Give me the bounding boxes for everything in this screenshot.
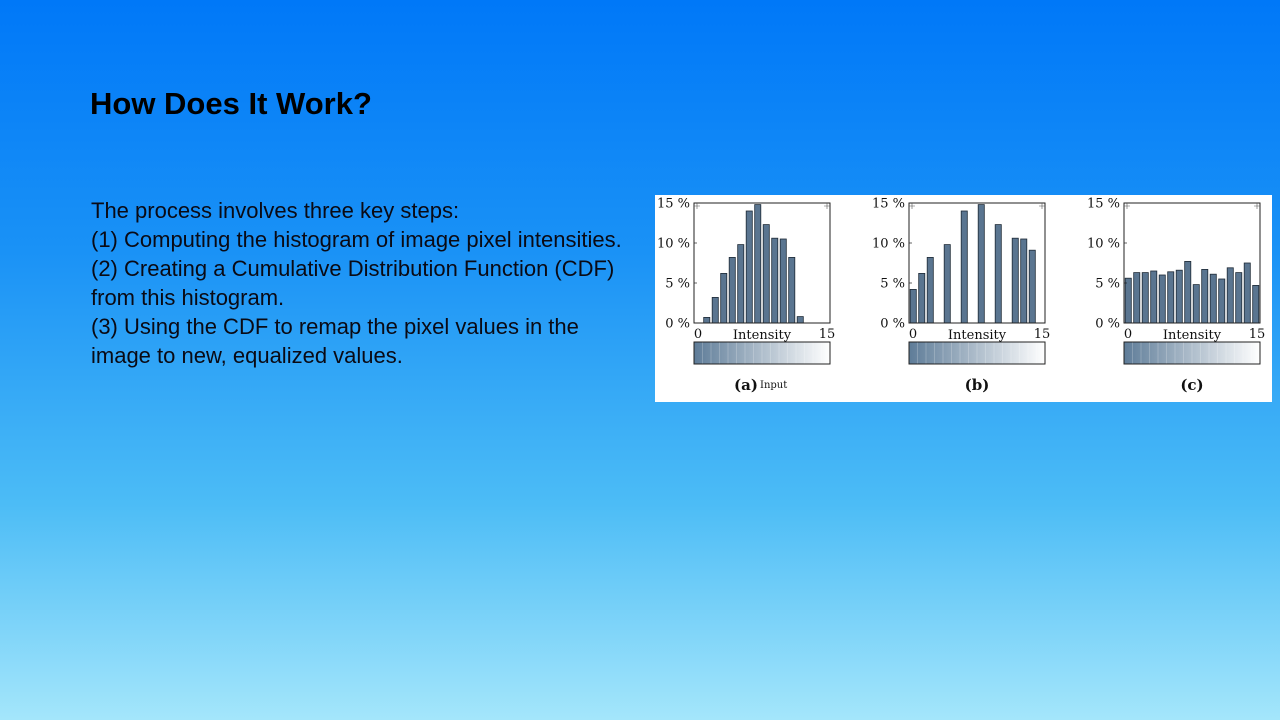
body-text: The process involves three key steps: (1… [91, 196, 631, 370]
y-tick-label: 5 % [1095, 277, 1120, 292]
gradient-bar-frame [1123, 341, 1261, 365]
body-line-step-2: (2) Creating a Cumulative Distribution F… [91, 256, 615, 310]
gradient-bar-frame [693, 341, 831, 365]
panel-caption: (a) [734, 376, 758, 394]
histogram-bar [737, 244, 745, 324]
histogram-bar [1124, 277, 1132, 324]
histogram-bar [1133, 272, 1141, 324]
plot-frame [908, 202, 1046, 324]
histogram-bar [943, 244, 951, 324]
x-tick-label: 15 [1034, 327, 1051, 342]
histogram-bar [1252, 285, 1260, 324]
corner-tick [824, 203, 830, 209]
intensity-gradient-bar [909, 342, 1045, 364]
histogram-bar [1028, 249, 1036, 324]
histogram-bar [703, 317, 711, 324]
histogram-figure-svg: 0 % 5 % 10 % 15 % 0 15 Intensity (a) Input 0 % 5 %… [657, 197, 1265, 395]
panel-caption-note: Input [760, 380, 787, 391]
histogram-bar [1226, 267, 1234, 324]
x-tick-label: 0 [909, 327, 917, 342]
histogram-bar [1167, 271, 1175, 324]
histogram-bar [1201, 269, 1209, 324]
histogram-bar [720, 273, 728, 324]
y-tick-label: 15 % [872, 197, 905, 212]
histogram-bar [1243, 262, 1251, 324]
y-tick-label: 0 % [665, 317, 690, 332]
body-line-intro: The process involves three key steps: [91, 198, 460, 223]
histogram-bar [909, 289, 917, 324]
slide-title: How Does It Work? [90, 86, 372, 121]
histogram-bar [960, 210, 968, 324]
x-tick-label: 15 [819, 327, 836, 342]
histogram-panel-1: 0 % 5 % 10 % 15 % 0 15 Intensity (a) Input [657, 197, 835, 395]
corner-tick [909, 203, 915, 209]
corner-tick [1039, 203, 1045, 209]
y-tick-label: 10 % [1087, 237, 1120, 252]
histogram-panel-3: 0 % 5 % 10 % 15 % 0 15 Intensity (c) [1087, 197, 1265, 395]
histogram-bar [1235, 272, 1243, 324]
panel-caption: (c) [1180, 376, 1203, 394]
body-line-step-3: (3) Using the CDF to remap the pixel val… [91, 314, 579, 368]
y-tick-label: 0 % [880, 317, 905, 332]
histogram-bar [1184, 261, 1192, 324]
y-tick-label: 5 % [880, 277, 905, 292]
histogram-figure: 0 % 5 % 10 % 15 % 0 15 Intensity (a) Input 0 % 5 %… [655, 195, 1272, 402]
histogram-bar [1141, 272, 1149, 324]
histogram-bar [918, 273, 926, 324]
x-axis-label: Intensity [733, 328, 792, 343]
body-line-step-1: (1) Computing the histogram of image pix… [91, 227, 622, 252]
histogram-bar [1218, 278, 1226, 324]
histogram-bar [796, 316, 804, 324]
x-tick-label: 15 [1249, 327, 1266, 342]
histogram-bar [994, 224, 1002, 324]
panel-caption: (b) [965, 376, 990, 394]
histogram-bar [771, 237, 779, 324]
histogram-bar [754, 204, 762, 324]
gradient-bar-frame [908, 341, 1046, 365]
corner-tick [1254, 203, 1260, 209]
intensity-gradient-bar [1124, 342, 1260, 364]
y-tick-label: 10 % [657, 237, 690, 252]
histogram-panel-2: 0 % 5 % 10 % 15 % 0 15 Intensity (b) [872, 197, 1050, 395]
y-tick-label: 15 % [1087, 197, 1120, 212]
histogram-bar [977, 204, 985, 324]
histogram-bar [745, 210, 753, 324]
histogram-bar [728, 257, 736, 324]
plot-frame [1123, 202, 1261, 324]
x-axis-label: Intensity [1163, 328, 1222, 343]
histogram-bar [762, 224, 770, 324]
corner-tick [694, 203, 700, 209]
y-tick-label: 15 % [657, 197, 690, 212]
histogram-bar [1158, 274, 1166, 324]
histogram-bar [926, 257, 934, 324]
x-tick-label: 0 [1124, 327, 1132, 342]
x-axis-label: Intensity [948, 328, 1007, 343]
histogram-bar [1209, 273, 1217, 324]
histogram-bar [1150, 270, 1158, 324]
corner-tick [1124, 203, 1130, 209]
histogram-bar [1011, 237, 1019, 324]
x-tick-label: 0 [694, 327, 702, 342]
intensity-gradient-bar [694, 342, 830, 364]
histogram-bar [1192, 284, 1200, 324]
histogram-bar [779, 238, 787, 324]
histogram-bar [711, 297, 719, 324]
y-tick-label: 5 % [665, 277, 690, 292]
y-tick-label: 0 % [1095, 317, 1120, 332]
histogram-bar [1020, 238, 1028, 324]
histogram-bar [1175, 269, 1183, 324]
plot-frame [693, 202, 831, 324]
y-tick-label: 10 % [872, 237, 905, 252]
histogram-bar [788, 257, 796, 324]
